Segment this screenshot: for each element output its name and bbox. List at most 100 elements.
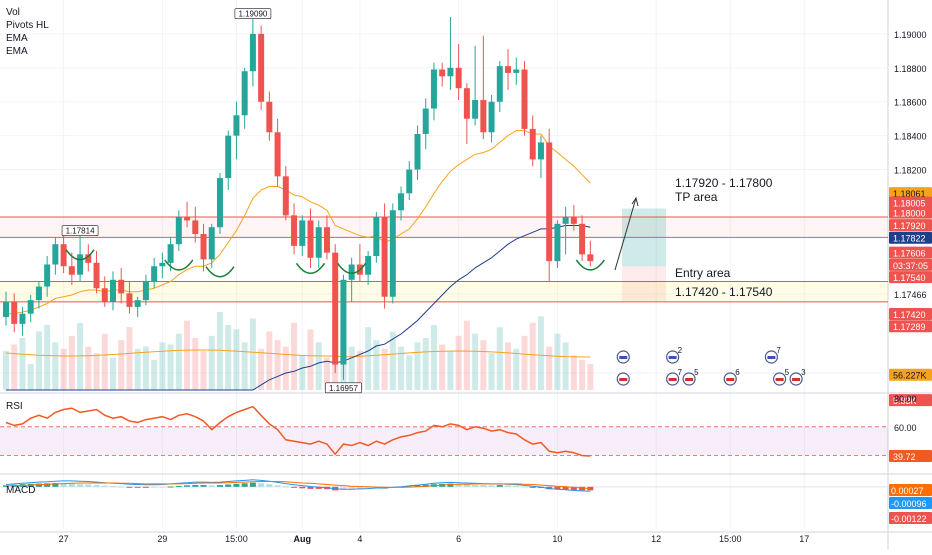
volume-bar [299,355,306,390]
event-flag-stripe [775,378,784,381]
volume-bar [60,348,67,390]
macd-histogram-bar [167,486,174,488]
event-flag-stripe [668,378,677,381]
candle-body [274,132,281,177]
macd-histogram-bar [208,485,215,487]
candle-body [348,264,355,280]
volume-bar [126,327,133,390]
candle-body [282,176,289,216]
volume-bar [348,346,355,390]
volume-bar [167,344,174,390]
price-tick-label: 1.18200 [894,166,927,176]
volume-bar [291,322,298,390]
volume-bar [307,329,314,390]
volume-bar [77,322,84,390]
indicator-legend-ema-slow[interactable]: EMA [6,46,28,57]
price-tag-label: 56.227K [893,371,927,381]
macd-histogram-bar [546,486,553,490]
sl-zone [622,266,666,302]
ema-slow-line [6,225,591,391]
candle-body [323,227,330,253]
volume-bar [365,327,372,390]
macd-signal-line [5,481,591,490]
indicator-legend-vol[interactable]: Vol [6,7,20,18]
price-tag-label: 1.17822 [893,234,926,244]
volume-bar [85,346,92,390]
event-flag-stripe [767,356,776,359]
candle-body [52,244,59,265]
macd-histogram-bar [365,486,372,489]
candle-body [241,71,248,116]
indicator-legend-ema-fast[interactable]: EMA [6,33,28,44]
tp-zone-label: TP area [675,190,718,204]
macd-histogram-bar [3,485,9,487]
volume-bar [11,344,18,390]
macd-histogram-bar [562,486,569,490]
volume-bar [587,364,594,390]
candle-body [68,266,75,275]
candle-body [365,256,372,275]
volume-bar [373,340,380,390]
macd-histogram-bar [93,485,100,487]
macd-histogram-bar [60,483,67,487]
pattern-arc [295,262,326,275]
rsi-pane-label[interactable]: RSI [6,401,23,412]
macd-pane-label[interactable]: MACD [6,485,36,496]
price-tag [889,206,932,219]
price-tick-label: 1.17466 [894,290,927,300]
candle-body [455,67,462,89]
time-tick-label: 27 [59,534,69,544]
indicator-legend-pivots[interactable]: Pivots HL [6,20,49,31]
volume-bar [579,359,586,390]
macd-histogram-bar [447,483,454,487]
macd-histogram-bar [68,483,75,487]
event-flag-stripe [792,378,801,381]
volume-bar [472,333,479,390]
volume-ma-line [5,349,591,358]
time-tick-label: 4 [357,534,362,544]
macd-histogram-bar [472,484,479,487]
candle-body [463,88,470,119]
price-tag [889,187,932,200]
pattern-arc [575,259,605,271]
candle-body [570,217,577,224]
volume-bar [513,348,520,390]
volume-bar [570,355,577,390]
volume-bar [249,318,256,390]
candle-body [126,293,133,307]
price-tag-label: 1.17920 [893,221,926,231]
price-tag-label: 1.17606 [893,249,926,259]
candle-body [142,281,149,301]
volume-bar [505,342,512,390]
pattern-arc [337,262,367,275]
price-tag [889,258,932,271]
candle-body [208,227,215,260]
candle-body [19,313,26,324]
pattern-arc [65,249,95,261]
event-count-label: 6 [735,368,740,377]
projection-arrow [614,197,637,271]
candle-body [430,69,437,109]
volume-bar [488,353,495,390]
rsi-line [5,405,591,457]
pattern-arc [164,259,194,271]
candle-body [332,252,339,365]
volume-bar [44,325,51,390]
price-tick-label: 1.18400 [894,132,927,142]
candle-body [60,244,67,267]
candle-body [85,254,92,263]
volume-bar [480,340,487,390]
volume-bar [315,342,322,390]
rsi-tick-label: 60.00 [894,423,917,433]
volume-bar [151,359,158,390]
candle-body [225,135,232,179]
candle-body [291,215,298,246]
candle-body [529,128,536,160]
candle-body [554,223,561,262]
macd-histogram-bar [159,486,166,488]
macd-value-tag [889,497,932,509]
macd-histogram-bar [455,484,462,487]
volume-bar [200,351,207,390]
